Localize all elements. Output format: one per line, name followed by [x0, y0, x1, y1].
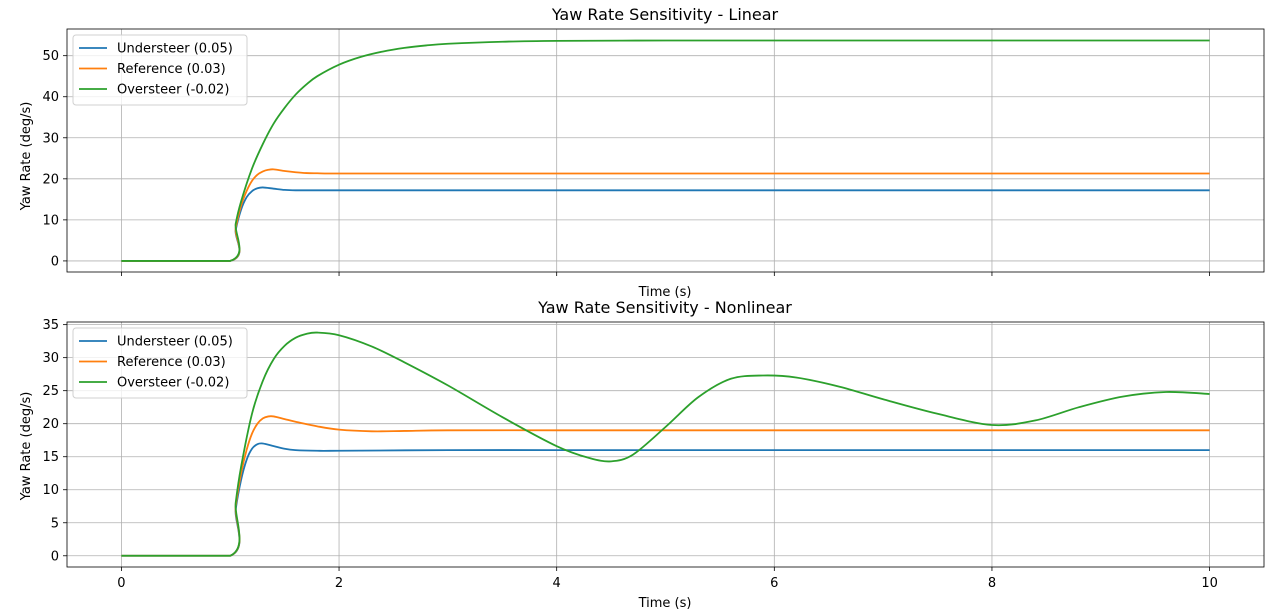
nonlinear-axes-frame [66, 321, 1265, 568]
nonlinear-ytick-label-2: 10 [42, 483, 59, 498]
nonlinear-subplot: Yaw Rate Sensitivity - Nonlinear Time (s… [19, 298, 1265, 611]
nonlinear-xtick-label-1: 2 [335, 576, 343, 591]
nonlinear-xtick-label-0: 0 [117, 576, 125, 591]
linear-title: Yaw Rate Sensitivity - Linear [551, 5, 779, 24]
nonlinear-legend: Understeer (0.05) Reference (0.03) Overste… [72, 327, 248, 399]
linear-ytick-label-0: 0 [51, 254, 59, 269]
linear-legend-label-2: Oversteer (-0.02) [117, 83, 229, 98]
linear-series-2-line [121, 39, 1210, 262]
nonlinear-xtick-label-4: 8 [988, 576, 996, 591]
linear-ytick-label-1: 10 [42, 213, 59, 228]
linear-axes-frame [66, 28, 1265, 273]
nonlinear-ytick-label-3: 15 [42, 450, 59, 465]
linear-series-1-line [121, 168, 1210, 262]
nonlinear-ytick-label-5: 25 [42, 384, 59, 399]
linear-legend: Understeer (0.05) Reference (0.03) Overste… [72, 34, 248, 106]
nonlinear-legend-box [72, 327, 248, 399]
nonlinear-xtick-label-3: 6 [770, 576, 778, 591]
linear-legend-label-0: Understeer (0.05) [117, 42, 233, 57]
nonlinear-ytick-label-1: 5 [51, 516, 59, 531]
nonlinear-series-1-line [121, 415, 1210, 557]
linear-subplot: Yaw Rate Sensitivity - Linear Time (s) Y… [19, 5, 1265, 300]
linear-ytick-label-2: 20 [42, 172, 59, 187]
nonlinear-series-group [121, 331, 1210, 557]
nonlinear-legend-label-1: Reference (0.03) [117, 355, 226, 370]
nonlinear-ytick-label-6: 30 [42, 351, 59, 366]
linear-ytick-label-4: 40 [42, 90, 59, 105]
nonlinear-xtick-label-2: 4 [553, 576, 561, 591]
nonlinear-legend-label-0: Understeer (0.05) [117, 335, 233, 350]
linear-series-group [121, 39, 1210, 262]
linear-series-0-line [121, 186, 1210, 262]
nonlinear-grid [67, 322, 1264, 567]
linear-grid [67, 29, 1264, 272]
nonlinear-xlabel: Time (s) [638, 596, 692, 611]
linear-ytick-label-3: 30 [42, 131, 59, 146]
linear-legend-box [72, 34, 248, 106]
nonlinear-ylabel: Yaw Rate (deg/s) [19, 392, 34, 502]
nonlinear-title: Yaw Rate Sensitivity - Nonlinear [537, 298, 792, 317]
nonlinear-ytick-label-7: 35 [42, 318, 59, 333]
nonlinear-ytick-label-4: 20 [42, 417, 59, 432]
nonlinear-series-2-line [121, 331, 1210, 557]
nonlinear-legend-label-2: Oversteer (-0.02) [117, 376, 229, 391]
linear-ylabel: Yaw Rate (deg/s) [19, 102, 34, 212]
linear-legend-label-1: Reference (0.03) [117, 62, 226, 77]
linear-xlabel: Time (s) [638, 285, 692, 300]
nonlinear-xtick-label-5: 10 [1201, 576, 1218, 591]
linear-ytick-label-5: 50 [42, 49, 59, 64]
nonlinear-ytick-label-0: 0 [51, 549, 59, 564]
nonlinear-series-0-line [121, 442, 1210, 557]
